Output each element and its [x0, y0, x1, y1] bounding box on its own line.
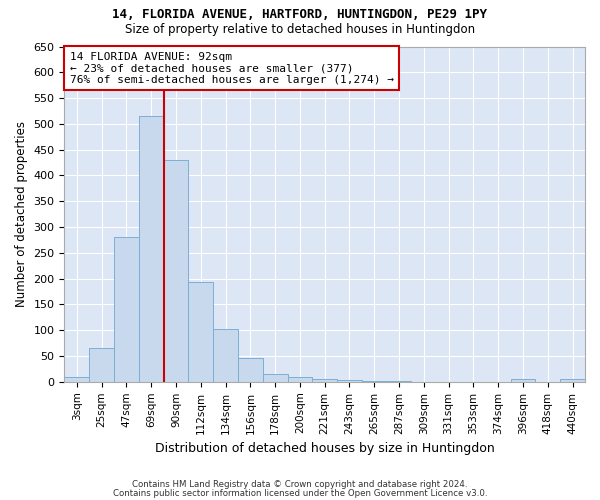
Bar: [238, 358, 263, 382]
Text: 14, FLORIDA AVENUE, HARTFORD, HUNTINGDON, PE29 1PY: 14, FLORIDA AVENUE, HARTFORD, HUNTINGDON…: [113, 8, 487, 20]
Bar: [362, 381, 386, 382]
Bar: [213, 329, 238, 382]
Bar: [89, 348, 114, 382]
Bar: [114, 238, 139, 382]
Bar: [287, 377, 313, 382]
X-axis label: Distribution of detached houses by size in Huntingdon: Distribution of detached houses by size …: [155, 442, 494, 455]
Bar: [188, 282, 213, 382]
Text: 14 FLORIDA AVENUE: 92sqm
← 23% of detached houses are smaller (377)
76% of semi-: 14 FLORIDA AVENUE: 92sqm ← 23% of detach…: [70, 52, 394, 84]
Text: Size of property relative to detached houses in Huntingdon: Size of property relative to detached ho…: [125, 22, 475, 36]
Bar: [64, 376, 89, 382]
Y-axis label: Number of detached properties: Number of detached properties: [15, 121, 28, 307]
Bar: [164, 160, 188, 382]
Text: Contains HM Land Registry data © Crown copyright and database right 2024.: Contains HM Land Registry data © Crown c…: [132, 480, 468, 489]
Text: Contains public sector information licensed under the Open Government Licence v3: Contains public sector information licen…: [113, 488, 487, 498]
Bar: [511, 379, 535, 382]
Bar: [263, 374, 287, 382]
Bar: [560, 379, 585, 382]
Bar: [337, 380, 362, 382]
Bar: [386, 381, 412, 382]
Bar: [139, 116, 164, 382]
Bar: [313, 379, 337, 382]
